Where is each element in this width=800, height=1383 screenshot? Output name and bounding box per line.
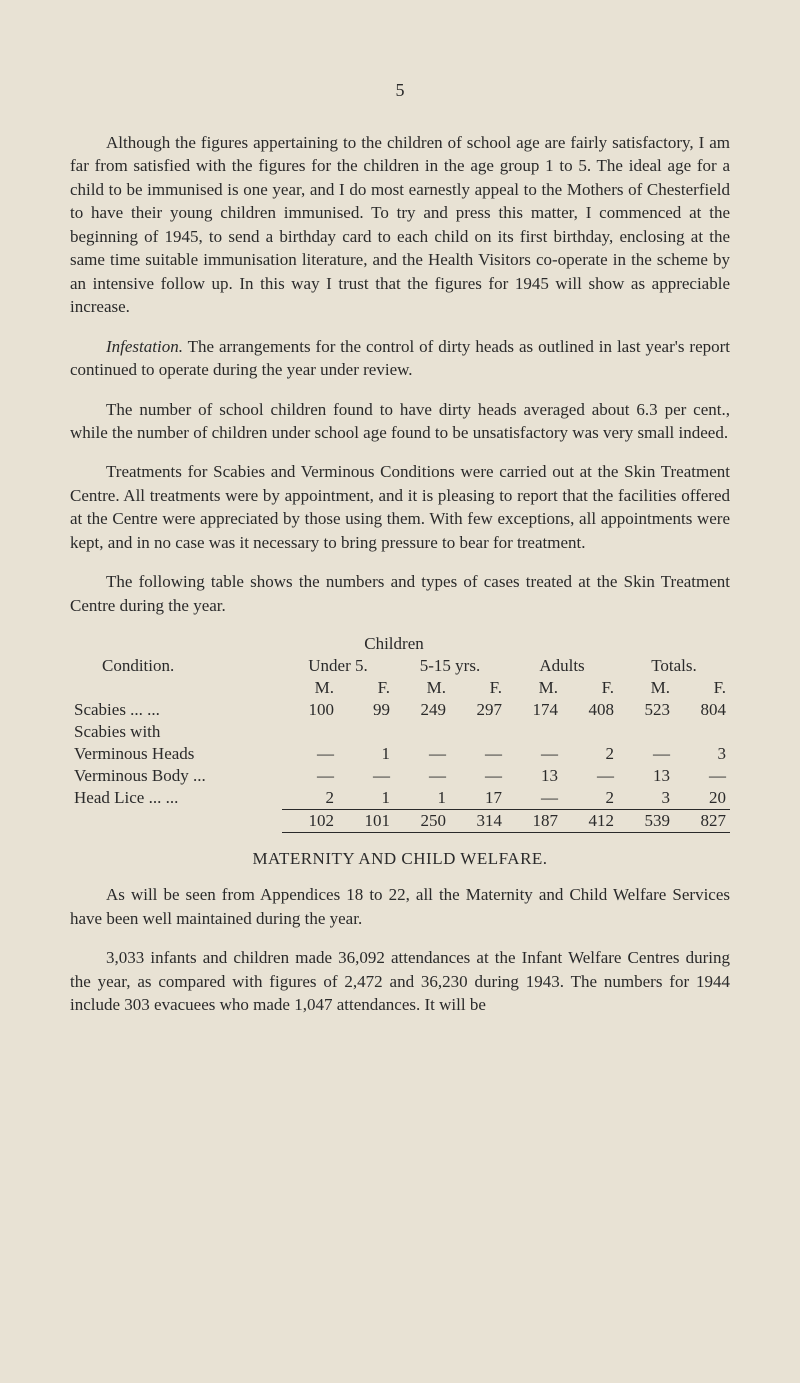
cell <box>618 721 674 743</box>
mf-label: F. <box>450 677 506 699</box>
col-totals: Totals. <box>618 655 730 677</box>
table-row: Head Lice ... ... 2 1 1 17 — 2 3 20 <box>70 787 730 810</box>
total-cell: 102 <box>282 810 338 833</box>
cell: — <box>394 765 450 787</box>
mf-label: M. <box>506 677 562 699</box>
row-label: Verminous Body ... <box>70 765 282 787</box>
cell <box>338 721 394 743</box>
table-header-row-3: M. F. M. F. M. F. M. F. <box>70 677 730 699</box>
cell: 17 <box>450 787 506 810</box>
col-515: 5-15 yrs. <box>394 655 506 677</box>
cell: 174 <box>506 699 562 721</box>
table-row: Verminous Body ... — — — — 13 — 13 — <box>70 765 730 787</box>
cell: 1 <box>394 787 450 810</box>
paragraph-6: As will be seen from Appendices 18 to 22… <box>70 883 730 930</box>
paragraph-1: Although the figures appertaining to the… <box>70 131 730 319</box>
table-totals-row: 102 101 250 314 187 412 539 827 <box>70 810 730 833</box>
cell: — <box>506 743 562 765</box>
cell <box>506 721 562 743</box>
cell <box>674 721 730 743</box>
mf-label: F. <box>562 677 618 699</box>
cell: — <box>338 765 394 787</box>
cell: 2 <box>562 743 618 765</box>
cell: 804 <box>674 699 730 721</box>
table-row: Scabies ... ... 100 99 249 297 174 408 5… <box>70 699 730 721</box>
table-header-row-1: Children <box>70 633 730 655</box>
cell <box>282 721 338 743</box>
cell: 3 <box>674 743 730 765</box>
cell: 408 <box>562 699 618 721</box>
paragraph-3: The number of school children found to h… <box>70 398 730 445</box>
cell: 99 <box>338 699 394 721</box>
row-label: Head Lice ... ... <box>70 787 282 810</box>
paragraph-7: 3,033 infants and children made 36,092 a… <box>70 946 730 1016</box>
document-page: 5 Although the figures appertaining to t… <box>0 0 800 1092</box>
cell <box>450 721 506 743</box>
cell: — <box>282 743 338 765</box>
mf-label: M. <box>282 677 338 699</box>
page-number: 5 <box>70 80 730 101</box>
total-cell: 827 <box>674 810 730 833</box>
cell: — <box>394 743 450 765</box>
cell: — <box>562 765 618 787</box>
paragraph-2: Infestation. The arrangements for the co… <box>70 335 730 382</box>
cell: — <box>450 743 506 765</box>
cell: — <box>450 765 506 787</box>
mf-label: F. <box>674 677 730 699</box>
cell: 3 <box>618 787 674 810</box>
cell: 20 <box>674 787 730 810</box>
total-cell: 101 <box>338 810 394 833</box>
cell: — <box>618 743 674 765</box>
mf-label: M. <box>394 677 450 699</box>
col-under5: Under 5. <box>282 655 394 677</box>
col-children: Children <box>282 633 506 655</box>
table-row: Verminous Heads — 1 — — — 2 — 3 <box>70 743 730 765</box>
total-cell: 314 <box>450 810 506 833</box>
paragraph-4: Treatments for Scabies and Verminous Con… <box>70 460 730 554</box>
cell: 13 <box>618 765 674 787</box>
cell: — <box>506 787 562 810</box>
row-label: Scabies with <box>70 721 282 743</box>
row-label: Scabies ... ... <box>70 699 282 721</box>
infestation-lead: Infestation. <box>106 337 183 356</box>
table-header-row-2: Condition. Under 5. 5-15 yrs. Adults Tot… <box>70 655 730 677</box>
total-cell: 412 <box>562 810 618 833</box>
cell: 2 <box>282 787 338 810</box>
col-condition: Condition. <box>70 655 282 677</box>
cell: 13 <box>506 765 562 787</box>
cell: 1 <box>338 743 394 765</box>
paragraph-5: The following table shows the numbers an… <box>70 570 730 617</box>
col-adults: Adults <box>506 655 618 677</box>
treatment-table: Children Condition. Under 5. 5-15 yrs. A… <box>70 633 730 833</box>
mf-label: M. <box>618 677 674 699</box>
cell: 1 <box>338 787 394 810</box>
total-cell: 187 <box>506 810 562 833</box>
table-row: Scabies with <box>70 721 730 743</box>
cell: 100 <box>282 699 338 721</box>
cell: 2 <box>562 787 618 810</box>
cell: 297 <box>450 699 506 721</box>
section-heading: MATERNITY AND CHILD WELFARE. <box>70 849 730 869</box>
mf-label: F. <box>338 677 394 699</box>
cell: 249 <box>394 699 450 721</box>
cell: — <box>282 765 338 787</box>
total-cell: 250 <box>394 810 450 833</box>
cell: 523 <box>618 699 674 721</box>
total-cell: 539 <box>618 810 674 833</box>
cell: — <box>674 765 730 787</box>
row-label: Verminous Heads <box>70 743 282 765</box>
cell <box>394 721 450 743</box>
cell <box>562 721 618 743</box>
